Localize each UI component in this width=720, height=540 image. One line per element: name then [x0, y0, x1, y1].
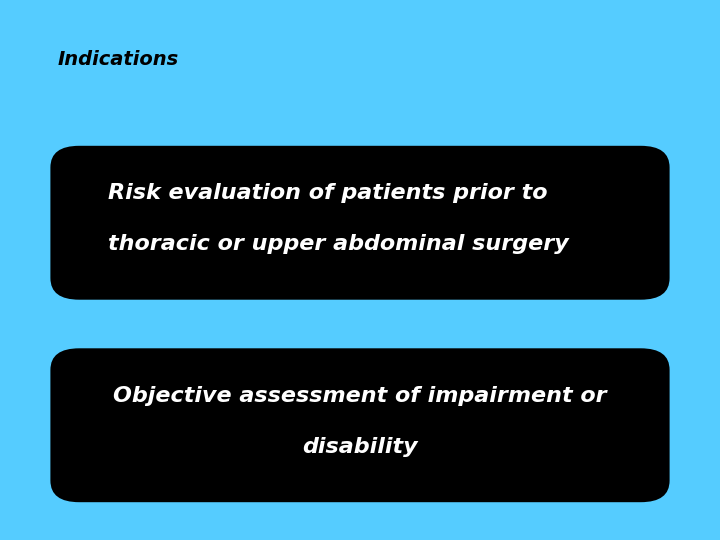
- Text: Objective assessment of impairment or: Objective assessment of impairment or: [113, 386, 607, 406]
- Text: thoracic or upper abdominal surgery: thoracic or upper abdominal surgery: [108, 234, 569, 254]
- FancyBboxPatch shape: [50, 348, 670, 502]
- Text: Risk evaluation of patients prior to: Risk evaluation of patients prior to: [108, 183, 547, 203]
- FancyBboxPatch shape: [50, 146, 670, 300]
- Text: Indications: Indications: [58, 50, 179, 69]
- Text: disability: disability: [302, 437, 418, 457]
